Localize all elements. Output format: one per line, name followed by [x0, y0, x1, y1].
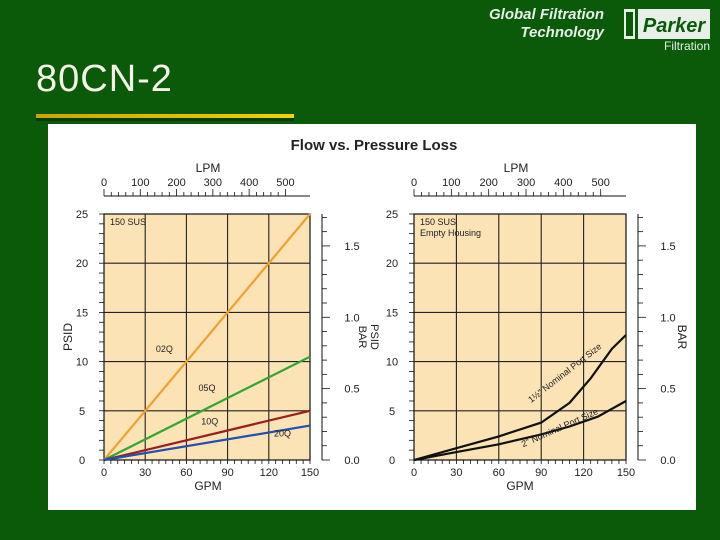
left-series-label-2: 05Q — [198, 383, 215, 393]
left-y-tick-label: 15 — [76, 307, 88, 319]
chart-svg: Flow vs. Pressure Loss 02Q 05Q 10Q 20Q 0 30 6… — [61, 137, 689, 493]
chart-figure: Flow vs. Pressure Loss 02Q 05Q 10Q 20Q 0 30 6… — [48, 124, 696, 510]
parker-logo: Parker Filtration — [624, 6, 710, 53]
right-top-tick-label: 500 — [592, 177, 610, 189]
left-top-tick-label: 300 — [204, 177, 222, 189]
left-chart-annotation: 150 SUS — [110, 217, 146, 227]
right-x-tick-label: 150 — [617, 467, 635, 479]
brand-line-1: Global Filtration — [489, 6, 604, 23]
left-y-tick-label: 20 — [76, 258, 88, 270]
right-bar-tick-label: 0.0 — [660, 455, 675, 467]
right-bar-tick-label: 1.0 — [660, 312, 675, 324]
left-right-axis-label: PSIDBAR — [356, 324, 380, 350]
left-series-line-4 — [103, 424, 311, 462]
left-x-tick-label: 60 — [180, 467, 192, 479]
left-series-label-1: 02Q — [156, 344, 173, 354]
logo-name-text: Parker — [643, 15, 706, 37]
left-top-tick-label: 100 — [131, 177, 149, 189]
left-bar-tick-label: 1.0 — [344, 312, 359, 324]
left-x-axis-label: GPM — [194, 479, 221, 493]
left-y-tick-label: 0 — [79, 455, 85, 467]
right-plot-area — [413, 213, 627, 461]
right-top-tick-label: 400 — [554, 177, 572, 189]
left-series-label-3: 10Q — [201, 417, 218, 427]
right-x-axis-label: GPM — [506, 479, 533, 493]
logo-subtitle: Filtration — [663, 39, 710, 53]
right-series-line-2 — [413, 400, 627, 462]
title-underline-shadow — [36, 118, 294, 121]
right-y-tick-label: 0 — [389, 455, 395, 467]
right-y-tick-label: 5 — [389, 406, 395, 418]
left-y-tick-label: 25 — [76, 209, 88, 221]
title-underline — [36, 114, 294, 118]
brand-header: Global Filtration Technology Parker Filt… — [458, 4, 714, 54]
left-y-axis-label: PSID — [61, 323, 75, 351]
left-x-tick-label: 30 — [139, 467, 151, 479]
left-x-tick-label: 120 — [260, 467, 278, 479]
right-series-line-1 — [413, 334, 627, 462]
left-series-line-1 — [103, 213, 311, 461]
right-top-tick-label: 0 — [411, 177, 417, 189]
right-x-tick-label: 120 — [574, 467, 592, 479]
left-series-line-3 — [103, 409, 311, 462]
right-chart-annotation: 150 SUS Empty Housing — [420, 217, 481, 238]
left-series-line-2 — [103, 355, 311, 461]
left-top-tick-label: 0 — [101, 177, 107, 189]
right-top-tick-label: 200 — [480, 177, 498, 189]
left-x-tick-label: 150 — [301, 467, 319, 479]
slide-title: 80CN-2 — [36, 58, 173, 100]
right-x-tick-label: 90 — [535, 467, 547, 479]
right-top-axis-label: LPM — [504, 161, 529, 175]
parker-logo-mark: Parker — [624, 9, 710, 39]
right-x-tick-label: 0 — [411, 467, 417, 479]
right-bar-tick-label: 1.5 — [660, 241, 675, 253]
right-top-tick-label: 300 — [517, 177, 535, 189]
right-top-tick-label: 100 — [442, 177, 460, 189]
right-y-tick-label: 10 — [386, 357, 398, 369]
left-top-tick-label: 500 — [276, 177, 294, 189]
right-y-tick-label: 15 — [386, 307, 398, 319]
right-x-tick-label: 60 — [493, 467, 505, 479]
left-y-tick-label: 5 — [79, 406, 85, 418]
figure-title: Flow vs. Pressure Loss — [291, 137, 458, 154]
left-top-tick-label: 200 — [167, 177, 185, 189]
left-bar-tick-label: 0.5 — [344, 384, 359, 396]
brand-tagline: Global Filtration Technology — [489, 6, 604, 42]
left-top-axis-label: LPM — [196, 161, 221, 175]
right-y-tick-label: 20 — [386, 258, 398, 270]
right-right-axis-label: BAR — [675, 325, 689, 350]
brand-line-2: Technology — [520, 24, 604, 41]
left-x-tick-label: 0 — [101, 467, 107, 479]
right-y-tick-label: 25 — [386, 209, 398, 221]
left-bar-tick-label: 1.5 — [344, 241, 359, 253]
left-top-tick-label: 400 — [240, 177, 258, 189]
left-y-tick-label: 10 — [76, 357, 88, 369]
left-bar-tick-label: 0.0 — [344, 455, 359, 467]
left-x-tick-label: 90 — [221, 467, 233, 479]
right-x-tick-label: 30 — [450, 467, 462, 479]
right-bar-tick-label: 0.5 — [660, 384, 675, 396]
left-series-label-4: 20Q — [274, 428, 291, 438]
